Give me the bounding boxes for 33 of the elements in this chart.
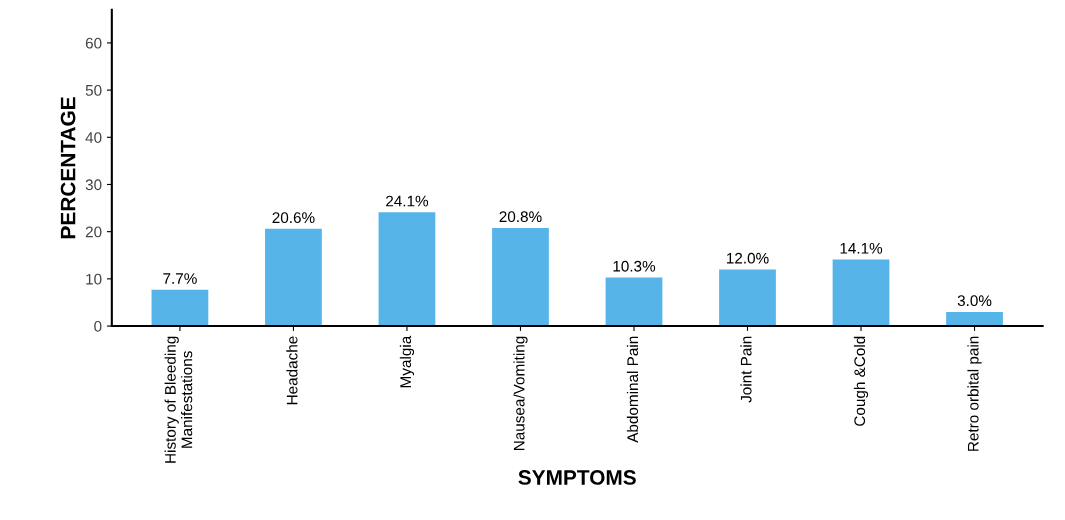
bar [832,259,890,327]
y-tick-label: 40 [85,132,102,143]
x-tick-label: Nausea/Vomiting [513,336,528,451]
y-tick-label: 60 [85,37,102,49]
y-tick-label: 0 [94,320,102,332]
x-tick-label: Retro orbital pain [967,336,982,451]
x-axis-title: SYMPTOMS [518,470,636,485]
x-tick-label: Cough &Cold [853,336,869,426]
x-tick-label: Joint Pain [740,336,752,403]
data-label: 12.0% [727,252,769,264]
y-axis-title: PERCENTAGE [60,97,76,239]
bar [605,277,663,327]
bar [378,212,436,327]
y-tick-label: 20 [85,226,102,238]
bar [719,269,776,327]
bar [946,311,1003,327]
bar [151,289,209,327]
bar [265,228,322,327]
y-tick-label: 10 [86,273,102,285]
bar [492,227,549,327]
y-tick-label: 50 [85,84,102,96]
x-tick-label: Headache [286,336,298,405]
x-tick-label: History of Bleeding Manifestations [164,336,193,463]
data-label: 3.0% [957,295,992,307]
data-label: 20.8% [499,211,542,223]
data-label: 10.3% [613,260,656,272]
x-tick-label: Abdominal Pain [626,336,639,443]
data-label: 20.6% [272,212,315,224]
data-label: 7.7% [163,273,197,284]
x-tick-label: Myalgia [399,335,415,388]
data-label: 14.1% [840,242,883,254]
y-tick-label: 30 [85,179,102,191]
data-label: 24.1% [386,195,429,207]
